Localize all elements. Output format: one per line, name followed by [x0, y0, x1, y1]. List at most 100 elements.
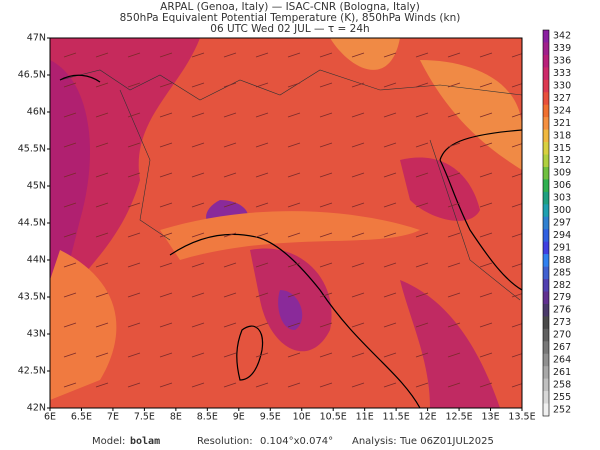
wind-barb	[223, 202, 237, 208]
wind-barb	[63, 82, 77, 88]
wind-barb	[479, 232, 493, 238]
wind-barb	[223, 172, 237, 178]
wind-barb	[479, 142, 493, 148]
lat-tick-label: 42.5N	[18, 366, 46, 377]
footer-label: Model:	[92, 436, 125, 447]
lat-tick-label: 45.5N	[18, 144, 46, 155]
wind-barb	[479, 352, 493, 358]
wind-barb	[255, 202, 269, 208]
colorbar-swatch	[543, 291, 549, 305]
wind-barb	[287, 52, 301, 58]
colorbar-label: 303	[553, 193, 571, 204]
wind-barb	[447, 322, 461, 328]
wind-barb	[191, 112, 205, 118]
colorbar-swatch	[543, 191, 549, 205]
colorbar-swatch	[543, 328, 549, 342]
wind-barb	[127, 352, 141, 358]
wind-barb	[159, 202, 173, 208]
wind-barb	[319, 382, 333, 388]
wind-barb	[63, 112, 77, 118]
wind-barb	[383, 172, 397, 178]
wind-barb	[383, 232, 397, 238]
wind-barb	[95, 82, 109, 88]
wind-barb	[479, 112, 493, 118]
wind-barb	[127, 202, 141, 208]
colorbar-label: 336	[553, 56, 571, 67]
lat-tick-label: 43.5N	[18, 292, 46, 303]
colorbar-label: 258	[553, 379, 571, 390]
wind-barb	[127, 292, 141, 298]
wind-barb	[479, 262, 493, 268]
colorbar-swatch	[543, 266, 549, 280]
wind-barb	[511, 353, 522, 358]
footer-value: 0.104°x0.074°	[260, 436, 333, 447]
wind-barb	[95, 52, 109, 58]
wind-barb	[447, 52, 461, 58]
colorbar-label: 339	[553, 43, 571, 54]
wind-barb	[191, 172, 205, 178]
wind-barb	[511, 53, 522, 58]
wind-barb	[159, 322, 173, 328]
colorbar-swatch	[543, 54, 549, 68]
wind-barb	[63, 142, 77, 148]
wind-barb	[511, 143, 522, 148]
wind-barb	[127, 142, 141, 148]
colorbar-label: 321	[553, 118, 571, 129]
wind-barb	[415, 352, 429, 358]
wind-barb	[191, 142, 205, 148]
wind-barb	[159, 292, 173, 298]
wind-barb	[95, 142, 109, 148]
lon-tick-label: 13E	[481, 412, 499, 423]
wind-barb	[511, 263, 522, 268]
lon-tick-label: 10E	[293, 412, 311, 423]
colorbar-swatch	[543, 254, 549, 267]
lat-tick-label: 47N	[27, 33, 46, 44]
wind-barb	[63, 382, 77, 388]
wind-barb	[223, 292, 237, 298]
wind-barb	[95, 292, 109, 298]
wind-barb	[95, 172, 109, 178]
wind-barb	[511, 293, 522, 298]
colorbar-label: 276	[553, 305, 571, 316]
wind-barb	[223, 322, 237, 328]
wind-barb	[255, 172, 269, 178]
wind-barb	[223, 382, 237, 388]
colorbar-label: 294	[553, 230, 571, 241]
wind-barb	[383, 262, 397, 268]
colorbar-swatch	[543, 279, 549, 292]
lon-tick-label: 9.5E	[260, 412, 281, 423]
wind-barb	[319, 112, 333, 118]
lat-tick-label: 43N	[27, 329, 46, 340]
wind-barb	[351, 352, 365, 358]
wind-barb	[319, 82, 333, 88]
wind-barb	[383, 292, 397, 298]
wind-barb	[351, 382, 365, 388]
wind-barb	[159, 262, 173, 268]
wind-barb	[383, 322, 397, 328]
wind-barb	[287, 142, 301, 148]
wind-barb	[447, 262, 461, 268]
wind-barb	[511, 383, 522, 388]
wind-barb	[159, 52, 173, 58]
colorbar-label: 285	[553, 267, 571, 278]
wind-barb	[287, 352, 301, 358]
wind-barb	[351, 142, 365, 148]
colorbar-swatch	[543, 316, 549, 330]
colorbar-swatch	[543, 67, 549, 81]
wind-barb	[95, 382, 109, 388]
wind-barb	[159, 142, 173, 148]
wind-barb	[255, 292, 269, 298]
wind-barb	[95, 352, 109, 358]
wind-barb	[287, 112, 301, 118]
wind-barb	[95, 232, 109, 238]
wind-barb	[351, 172, 365, 178]
wind-barb	[287, 82, 301, 88]
wind-barb	[319, 262, 333, 268]
wind-barb	[447, 112, 461, 118]
wind-barb	[159, 112, 173, 118]
colorbar-label: 279	[553, 292, 571, 303]
wind-barb	[319, 322, 333, 328]
wind-barb	[479, 202, 493, 208]
colorbar-label: 315	[553, 143, 571, 154]
colorbar-label: 282	[553, 280, 571, 291]
